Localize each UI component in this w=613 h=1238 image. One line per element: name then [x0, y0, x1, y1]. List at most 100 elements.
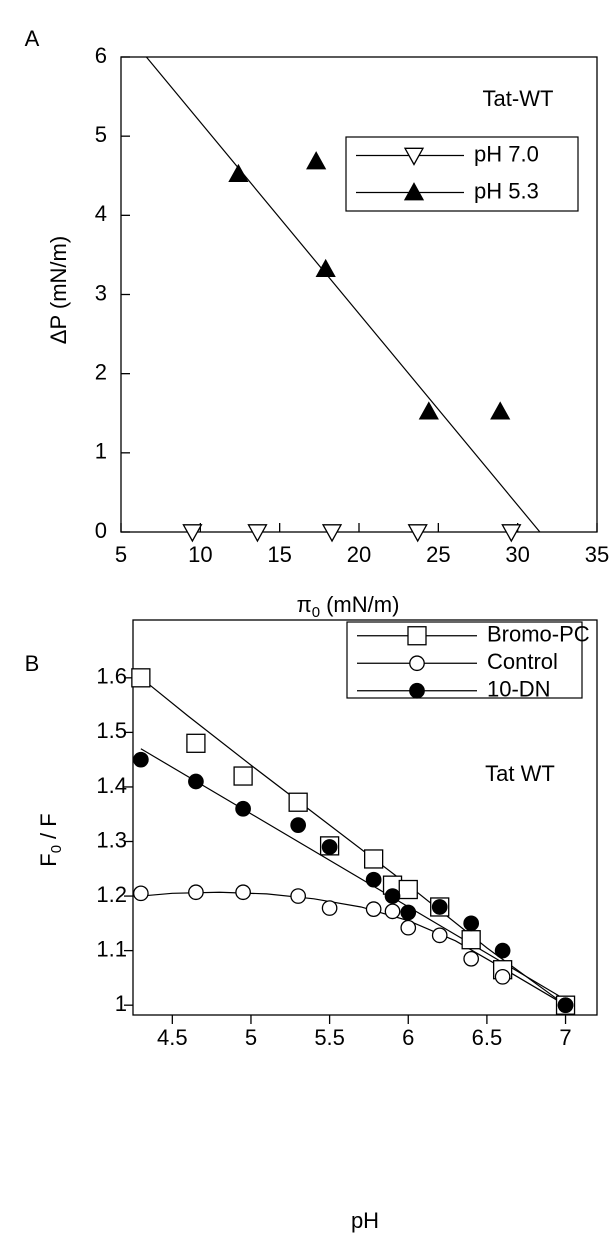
legend-label: Control [487, 649, 558, 674]
marker [321, 900, 338, 916]
label-subscript: 0 [48, 845, 65, 853]
marker [557, 997, 574, 1014]
label-rest: (mN/m) [326, 592, 399, 617]
marker [431, 899, 448, 915]
panel-label: A [25, 26, 40, 51]
y-axis-label: ΔP (mN/m) [46, 236, 71, 344]
label-main: π [297, 592, 312, 617]
y-tick-label: 4 [95, 201, 107, 226]
x-tick-label: 35 [585, 542, 609, 567]
y-tick-label: 1 [95, 439, 107, 464]
marker [384, 903, 401, 920]
fit-line [140, 748, 566, 1001]
marker [233, 766, 253, 786]
y-tick-label: 1.6 [96, 664, 127, 689]
marker [228, 163, 249, 183]
marker [290, 888, 307, 904]
marker [290, 817, 307, 833]
y-tick-label: 6 [95, 43, 107, 68]
legend-marker [403, 182, 425, 201]
marker [494, 942, 511, 959]
legend-marker [409, 682, 425, 699]
legend-marker [409, 655, 425, 672]
x-tick-label: 7 [559, 1025, 571, 1050]
y-tick-label: 5 [95, 122, 107, 147]
legend-label: Bromo-PC [487, 622, 590, 647]
x-tick-label: 5 [115, 542, 127, 567]
marker [235, 884, 251, 901]
label-main: pH [351, 1208, 379, 1233]
legend-marker [407, 626, 427, 646]
label-rest: / F [36, 813, 61, 839]
marker [321, 524, 343, 543]
x-axis-label: π0 (mN/m) [297, 592, 400, 621]
marker [400, 904, 417, 921]
y-tick-label: 0 [95, 518, 107, 543]
x-tick-label: 5.5 [314, 1025, 345, 1050]
marker [315, 258, 336, 278]
marker [431, 927, 448, 944]
marker [407, 524, 428, 543]
legend-box [345, 136, 579, 212]
marker [321, 839, 338, 855]
marker [365, 901, 382, 918]
legend-box [346, 621, 583, 699]
annotation: Tat-WT [483, 86, 554, 111]
plot-frame [120, 56, 598, 533]
marker [247, 524, 268, 543]
marker [188, 884, 204, 901]
y-tick-label: 1 [115, 991, 127, 1016]
fit-line [145, 56, 541, 533]
marker [364, 849, 384, 869]
y-axis-label: F0 / F [36, 813, 65, 866]
marker [384, 888, 401, 904]
y-tick-label: 1.5 [96, 718, 127, 743]
x-axis-label: pH [351, 1208, 379, 1233]
label-subscript: 0 [312, 604, 320, 621]
fit-line [140, 677, 566, 1006]
panel-label: B [25, 651, 40, 676]
y-tick-label: 1.4 [96, 773, 127, 798]
marker [461, 930, 481, 950]
x-tick-label: 30 [505, 542, 529, 567]
y-tick-label: 2 [95, 359, 107, 384]
marker [490, 401, 511, 420]
x-tick-label: 25 [426, 542, 450, 567]
marker [182, 524, 203, 543]
y-tick-label: 1.1 [96, 936, 127, 961]
plot-frame [132, 619, 598, 1016]
marker [400, 919, 417, 936]
x-tick-label: 4.5 [157, 1025, 188, 1050]
x-tick-label: 10 [188, 542, 212, 567]
marker [133, 751, 149, 768]
marker [288, 792, 308, 812]
legend-label: pH 5.3 [474, 178, 539, 203]
y-tick-label: 1.2 [96, 882, 127, 907]
marker [398, 879, 418, 900]
marker [463, 950, 480, 967]
x-tick-label: 20 [347, 542, 371, 567]
legend-label: pH 7.0 [474, 141, 539, 166]
x-tick-label: 15 [267, 542, 291, 567]
x-tick-label: 6 [402, 1025, 414, 1050]
y-tick-label: 3 [95, 280, 107, 305]
marker [501, 524, 522, 543]
x-tick-label: 5 [245, 1025, 257, 1050]
marker [418, 401, 439, 420]
legend-marker [403, 147, 425, 166]
marker [186, 733, 206, 753]
legend-label: 10-DN [487, 677, 551, 702]
marker [365, 871, 382, 888]
marker [131, 668, 151, 688]
marker [188, 773, 204, 790]
marker [463, 915, 480, 932]
annotation: Tat WT [485, 761, 555, 786]
y-tick-label: 1.3 [96, 827, 127, 852]
marker [133, 885, 149, 902]
marker [235, 800, 251, 817]
label-main: F [36, 853, 61, 866]
marker [306, 151, 327, 170]
x-tick-label: 6.5 [472, 1025, 503, 1050]
